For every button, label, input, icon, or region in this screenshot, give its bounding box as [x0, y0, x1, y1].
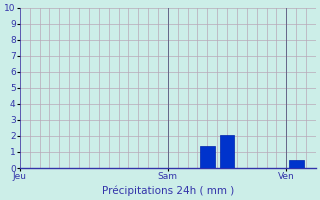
- Bar: [289, 160, 303, 168]
- Bar: [200, 146, 215, 168]
- Bar: [220, 135, 235, 168]
- X-axis label: Précipitations 24h ( mm ): Précipitations 24h ( mm ): [102, 185, 234, 196]
